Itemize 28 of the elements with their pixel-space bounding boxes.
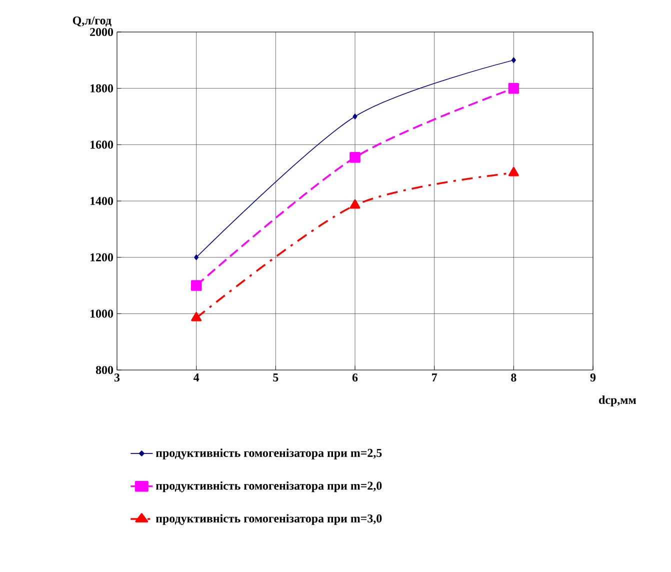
legend-label: продуктивність гомогенізатора при m=3,0 [156, 514, 382, 525]
y-tick-label: 1000 [90, 310, 114, 318]
y-tick-label: 1800 [90, 84, 114, 92]
x-tick-label: 6 [352, 374, 358, 382]
y-tick-label: 2000 [90, 28, 114, 36]
y-tick-label: 800 [96, 366, 114, 374]
point [194, 254, 199, 260]
point [352, 114, 358, 120]
x-tick-label: 7 [432, 374, 438, 382]
x-tick-label: 8 [511, 374, 516, 382]
point [511, 57, 516, 64]
y-tick-label: 1200 [90, 253, 114, 262]
x-tick-label: 9 [590, 374, 596, 382]
point [350, 199, 360, 209]
legend-label: продуктивність гомогенізатора при m=2,5 [156, 448, 382, 460]
x-tick-label: 4 [194, 374, 200, 382]
y-tick-label: 1600 [90, 140, 114, 149]
x-tick-label: 3 [114, 374, 120, 382]
point [508, 166, 519, 176]
point [190, 280, 202, 291]
point [191, 312, 202, 322]
x-tick-label: 5 [273, 374, 278, 382]
y-axis-title: Q,л/год [72, 16, 112, 26]
point [508, 82, 520, 94]
y-tick-label: 1400 [90, 196, 114, 206]
x-axis-title: dcp,мм [599, 396, 636, 406]
point [350, 152, 360, 163]
legend-label: продуктивність гомогенізатора при m=2,0 [156, 481, 382, 492]
